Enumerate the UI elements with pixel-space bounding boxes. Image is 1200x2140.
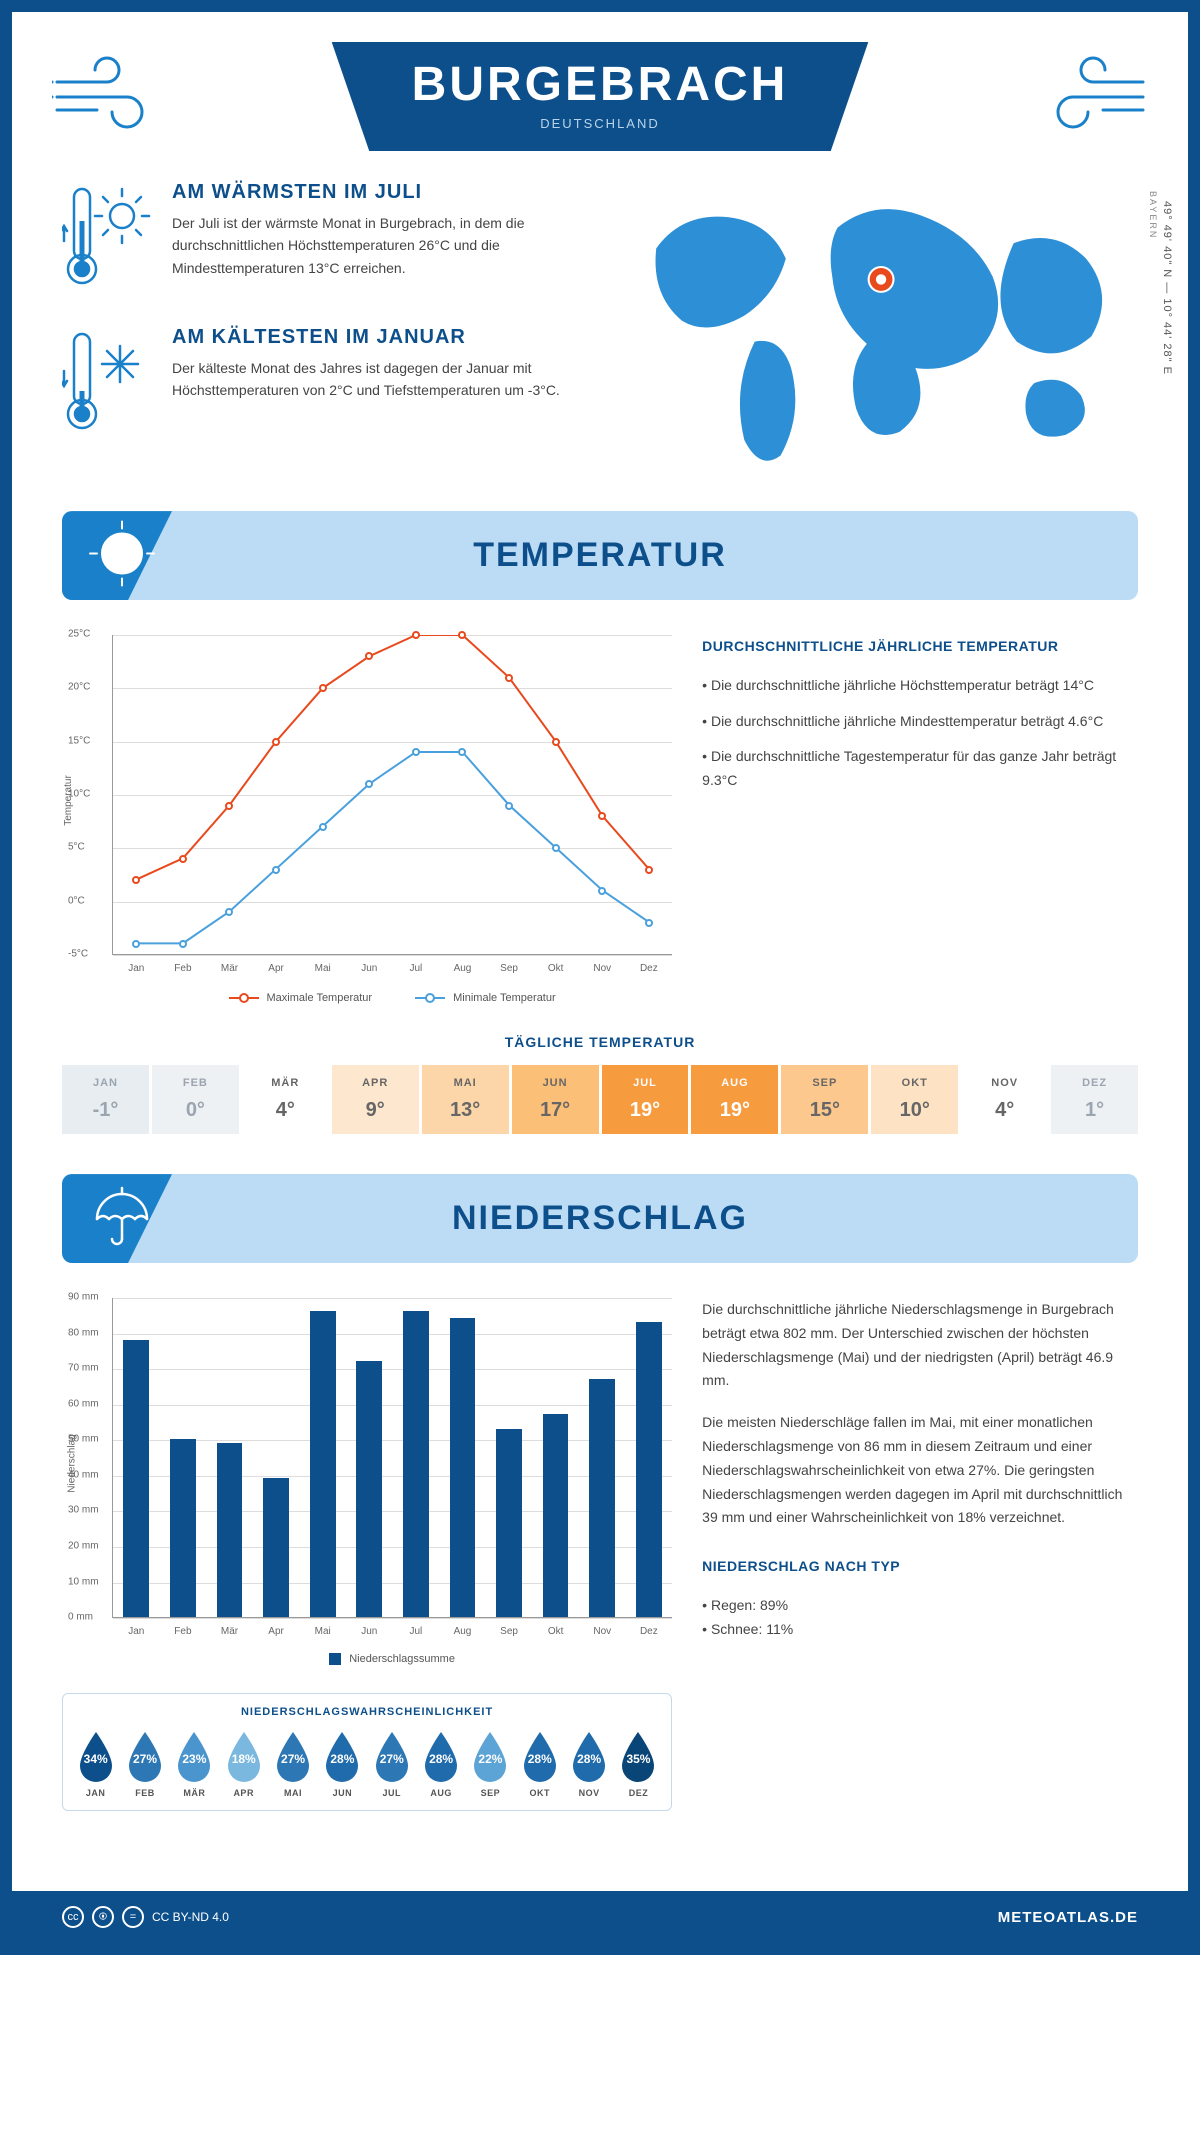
sun-icon [87, 518, 157, 588]
heat-cell: DEZ1° [1051, 1065, 1138, 1134]
precip-chart-legend: Niederschlagssumme [112, 1653, 672, 1668]
precip-drop: 23%MÄR [172, 1730, 217, 1798]
world-map-icon [620, 181, 1138, 471]
precip-drop: 28%OKT [517, 1730, 562, 1798]
license-block: cc 🅯 = CC BY-ND 4.0 [62, 1906, 229, 1928]
fact-coldest: AM KÄLTESTEN IM JANUAR Der kälteste Mona… [62, 326, 580, 441]
nd-icon: = [122, 1906, 144, 1928]
fact-warm-text: Der Juli ist der wärmste Monat in Burgeb… [172, 212, 580, 279]
fact-warm-title: AM WÄRMSTEN IM JULI [172, 181, 580, 204]
region-label: BAYERN [1148, 191, 1158, 239]
infographic-page: BURGEBRACH DEUTSCHLAND AM WÄRMSTEN IM JU… [0, 0, 1200, 1955]
country-name: DEUTSCHLAND [412, 116, 789, 131]
precip-drop: 18%APR [221, 1730, 266, 1798]
temperature-line-chart: Temperatur -5°C0°C5°C10°C15°C20°C25°CJan… [62, 635, 672, 1004]
heat-cell: JAN-1° [62, 1065, 149, 1134]
temp-text-title: DURCHSCHNITTLICHE JÄHRLICHE TEMPERATUR [702, 635, 1138, 659]
cc-icon: cc [62, 1906, 84, 1928]
city-name: BURGEBRACH [412, 57, 789, 112]
thermometer-cold-icon [62, 326, 152, 436]
heat-cell: APR9° [332, 1065, 419, 1134]
daily-temp-title: TÄGLICHE TEMPERATUR [62, 1034, 1138, 1050]
temp-bullet: • Die durchschnittliche jährliche Mindes… [702, 710, 1138, 734]
wind-icon [1028, 52, 1148, 132]
precip-drop: 22%SEP [468, 1730, 513, 1798]
precip-drop: 28%NOV [566, 1730, 611, 1798]
precip-drop: 28%JUN [320, 1730, 365, 1798]
precip-para: Die durchschnittliche jährliche Niedersc… [702, 1298, 1138, 1393]
precip-para: Die meisten Niederschläge fallen im Mai,… [702, 1411, 1138, 1530]
section-header-precip: NIEDERSCHLAG [62, 1174, 1138, 1263]
temp-bullet: • Die durchschnittliche jährliche Höchst… [702, 674, 1138, 698]
temp-bullet: • Die durchschnittliche Tagestemperatur … [702, 745, 1138, 793]
section-title-temp: TEMPERATUR [62, 536, 1138, 575]
fact-cold-text: Der kälteste Monat des Jahres ist dagege… [172, 357, 580, 402]
section-title-precip: NIEDERSCHLAG [62, 1199, 1138, 1238]
precip-drop: 27%FEB [122, 1730, 167, 1798]
intro-section: AM WÄRMSTEN IM JULI Der Juli ist der wär… [62, 181, 1138, 476]
precip-type-item: • Schnee: 11% [702, 1618, 1138, 1642]
heat-cell: OKT10° [871, 1065, 958, 1134]
page-footer: cc 🅯 = CC BY-ND 4.0 METEOATLAS.DE [12, 1891, 1188, 1943]
heat-cell: SEP15° [781, 1065, 868, 1134]
thermometer-hot-icon [62, 181, 152, 291]
coords-label: 49° 49' 40" N — 10° 44' 28" E [1161, 201, 1173, 375]
legend-min-label: Minimale Temperatur [453, 992, 556, 1004]
by-icon: 🅯 [92, 1906, 114, 1928]
fact-cold-title: AM KÄLTESTEN IM JANUAR [172, 326, 580, 349]
umbrella-icon [87, 1184, 152, 1249]
precipitation-bar-chart: Niederschlag 0 mm10 mm20 mm30 mm40 mm50 … [62, 1298, 672, 1811]
precip-type-title: NIEDERSCHLAG NACH TYP [702, 1555, 1138, 1579]
section-header-temperature: TEMPERATUR [62, 511, 1138, 600]
heat-cell: AUG19° [691, 1065, 778, 1134]
header-banner: BURGEBRACH DEUTSCHLAND [62, 42, 1138, 151]
precip-drop: 34%JAN [73, 1730, 118, 1798]
heat-cell: MÄR4° [242, 1065, 329, 1134]
heat-cell: FEB0° [152, 1065, 239, 1134]
temp-y-axis-title: Temperatur [63, 775, 74, 826]
precip-drop: 27%JUL [369, 1730, 414, 1798]
license-label: CC BY-ND 4.0 [152, 1910, 229, 1924]
fact-warmest: AM WÄRMSTEN IM JULI Der Juli ist der wär… [62, 181, 580, 296]
heat-cell: JUL19° [602, 1065, 689, 1134]
heat-cell: JUN17° [512, 1065, 599, 1134]
precip-drop: 27%MAI [270, 1730, 315, 1798]
world-map-box: BAYERN 49° 49' 40" N — 10° 44' 28" E [620, 181, 1138, 476]
precip-probability-box: NIEDERSCHLAGSWAHRSCHEINLICHKEIT 34%JAN27… [62, 1693, 672, 1811]
temp-summary-text: DURCHSCHNITTLICHE JÄHRLICHE TEMPERATUR •… [702, 635, 1138, 1004]
wind-icon [52, 52, 172, 132]
precip-drop: 35%DEZ [616, 1730, 661, 1798]
site-name: METEOATLAS.DE [998, 1909, 1138, 1926]
temp-chart-legend: .leg-line[style*='e8491d']::after{border… [112, 990, 672, 1004]
legend-precip-label: Niederschlagssumme [349, 1653, 455, 1665]
legend-max-label: Maximale Temperatur [267, 992, 373, 1004]
precip-type-item: • Regen: 89% [702, 1594, 1138, 1618]
daily-temp-heatmap: JAN-1°FEB0°MÄR4°APR9°MAI13°JUN17°JUL19°A… [62, 1065, 1138, 1134]
heat-cell: NOV4° [961, 1065, 1048, 1134]
heat-cell: MAI13° [422, 1065, 509, 1134]
precip-prob-title: NIEDERSCHLAGSWAHRSCHEINLICHKEIT [73, 1706, 661, 1718]
precip-drop: 28%AUG [418, 1730, 463, 1798]
precip-summary-text: Die durchschnittliche jährliche Niedersc… [702, 1298, 1138, 1811]
